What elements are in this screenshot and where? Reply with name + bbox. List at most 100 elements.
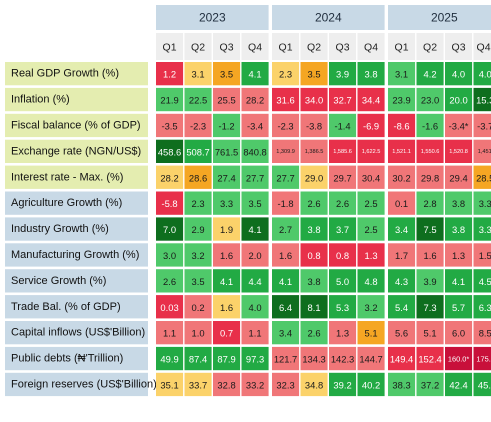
cell-value: 4.0: [249, 302, 262, 313]
cell-value: 5.3: [336, 302, 349, 313]
row-label: Capital inflows (US$'Billion): [11, 327, 145, 339]
cell-value: 0.7: [220, 328, 233, 339]
heatmap-cell: [357, 346, 385, 371]
heatmap-cell: [388, 62, 416, 86]
heatmap-cell: [388, 139, 416, 163]
heatmap-cell: [357, 113, 385, 138]
heatmap-cell: [300, 165, 328, 189]
quarter-label: Q3: [452, 42, 466, 54]
heatmap-cell: [184, 217, 212, 241]
heatmap-cell: [445, 269, 473, 293]
heatmap-cell: [388, 372, 416, 397]
row-label: Exchange rate (NGN/US$): [11, 145, 141, 157]
heatmap-cell: [473, 87, 491, 112]
heatmap-cell: [388, 113, 416, 138]
heatmap-cell: [445, 87, 473, 112]
heatmap-cell: [329, 191, 357, 215]
heatmap-cell: [445, 191, 473, 215]
cell-value: 29.0: [305, 172, 323, 183]
row-label-cell: [5, 113, 148, 138]
row-label-cell: [5, 217, 148, 241]
cell-value: -1.2: [218, 120, 234, 131]
heatmap-cell: [357, 62, 385, 86]
heatmap-cell: [300, 191, 328, 215]
quarter-header-cell: [329, 33, 357, 60]
cell-value: 6.0: [452, 328, 465, 339]
cell-value: 1,550.6: [421, 149, 440, 155]
cell-value: 4.0: [452, 69, 465, 80]
cell-value: 8.5*: [479, 328, 491, 339]
heatmap-cell: [213, 346, 241, 371]
cell-value: 2.6: [308, 198, 321, 209]
cell-value: 28.5*: [476, 172, 491, 183]
row-label: Interest rate - Max. (%): [11, 171, 123, 183]
cell-value: 134.3: [302, 354, 325, 365]
heatmap-cell: [156, 165, 184, 189]
heatmap-cell: [357, 269, 385, 293]
cell-value: 87.4: [189, 354, 207, 365]
heatmap-cell: [213, 165, 241, 189]
cell-value: 0.8: [308, 250, 321, 261]
heatmap-cell: [300, 139, 328, 163]
quarter-header-cell: [473, 33, 491, 60]
heatmap-cell: [473, 346, 491, 371]
row-label: Service Growth (%): [11, 275, 106, 287]
quarter-header-cell: [272, 33, 300, 60]
heatmap-cell: [388, 165, 416, 189]
cell-value: 3.5: [249, 198, 262, 209]
cell-value: 3.2: [365, 302, 378, 313]
heatmap-cell: [241, 269, 269, 293]
cell-value: 3.3*: [479, 198, 491, 209]
heatmap-cell: [241, 139, 269, 163]
heatmap-cell: [300, 295, 328, 319]
cell-value: 4.2: [424, 69, 437, 80]
heatmap-cell: [241, 372, 269, 397]
cell-value: 4.1: [220, 276, 233, 287]
heatmap-cell: [329, 372, 357, 397]
heatmap-cell: [388, 87, 416, 112]
cell-value: 5.1: [365, 328, 378, 339]
heatmap-cell: [184, 269, 212, 293]
heatmap-cell: [473, 165, 491, 189]
heatmap-cell: [300, 269, 328, 293]
row-label-cell: [5, 62, 148, 86]
cell-value: 2.3: [192, 198, 205, 209]
cell-value: 1.5*: [479, 250, 491, 261]
cell-value: 761.5: [215, 146, 238, 157]
row-label-cell: [5, 372, 148, 397]
quarter-label: Q1: [163, 42, 177, 54]
cell-value: 27.7: [246, 172, 264, 183]
heatmap-cell: [357, 321, 385, 345]
heatmap-cell: [357, 191, 385, 215]
heatmap-cell: [388, 191, 416, 215]
cell-value: 1.6: [279, 250, 292, 261]
cell-value: -1.4: [334, 120, 350, 131]
cell-value: 2.6: [336, 198, 349, 209]
heatmap-cell: [184, 372, 212, 397]
year-label: 2025: [431, 11, 458, 25]
heatmap-cell: [184, 321, 212, 345]
cell-value: 35.1: [160, 379, 178, 390]
cell-value: -6.9: [363, 120, 379, 131]
cell-value: 28.6: [189, 172, 207, 183]
cell-value: -3.4*: [449, 120, 469, 131]
heatmap-cell: [184, 243, 212, 267]
year-header-2024: [272, 5, 385, 30]
row-label: Industry Growth (%): [11, 223, 109, 235]
heatmap-cell: [329, 295, 357, 319]
heatmap-cell: [272, 243, 300, 267]
heatmap-cell: [473, 113, 491, 138]
heatmap-cell: [473, 243, 491, 267]
heatmap-cell: [156, 87, 184, 112]
heatmap-cell: [329, 139, 357, 163]
cell-value: 33.2: [246, 379, 264, 390]
cell-value: 3.8: [452, 224, 465, 235]
cell-value: 0.03: [160, 302, 178, 313]
heatmap-cell: [213, 139, 241, 163]
heatmap-cell: [473, 139, 491, 163]
cell-value: 1.1: [249, 328, 262, 339]
cell-value: 3.9: [336, 69, 349, 80]
cell-value: 3.2: [192, 250, 205, 261]
heatmap-cell: [241, 113, 269, 138]
heatmap-cell: [272, 217, 300, 241]
